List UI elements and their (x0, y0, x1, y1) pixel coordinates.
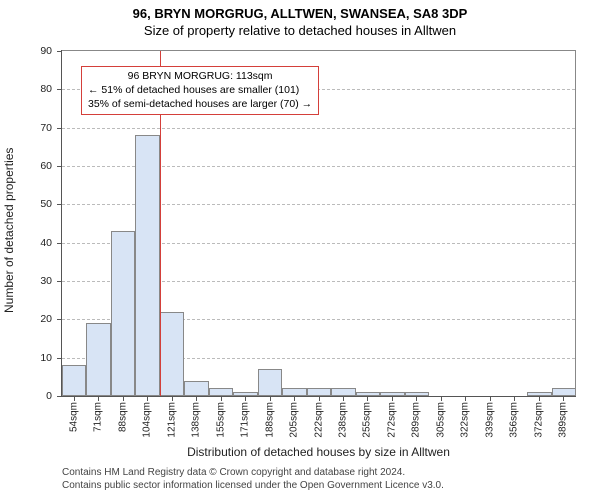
x-tick-mark (539, 396, 540, 401)
x-axis-label: Distribution of detached houses by size … (187, 445, 450, 459)
x-tick-mark (74, 396, 75, 401)
histogram-bar (184, 381, 208, 396)
histogram-bar (160, 312, 184, 396)
annotation-line: 96 BRYN MORGRUG: 113sqm (88, 70, 312, 84)
y-tick-label: 60 (40, 160, 52, 172)
x-tick-mark (367, 396, 368, 401)
histogram-bar (258, 369, 282, 396)
page-title-address: 96, BRYN MORGRUG, ALLTWEN, SWANSEA, SA8 … (0, 0, 600, 21)
annotation-box: 96 BRYN MORGRUG: 113sqm← 51% of detached… (81, 66, 319, 115)
x-tick-mark (416, 396, 417, 401)
histogram-bar (356, 392, 380, 396)
x-tick-label: 372sqm (533, 402, 544, 438)
x-tick-mark (245, 396, 246, 401)
x-tick-label: 356sqm (509, 402, 520, 438)
x-tick-mark (319, 396, 320, 401)
histogram-bar (307, 388, 331, 396)
y-tick-mark (57, 51, 62, 52)
x-tick-mark (98, 396, 99, 401)
y-tick-label: 20 (40, 313, 52, 325)
x-tick-mark (514, 396, 515, 401)
x-tick-label: 322sqm (460, 402, 471, 438)
histogram-bar (331, 388, 355, 396)
y-tick-mark (57, 358, 62, 359)
x-tick-label: 389sqm (558, 402, 569, 438)
x-tick-mark (196, 396, 197, 401)
histogram-bar (233, 392, 257, 396)
y-tick-label: 90 (40, 45, 52, 57)
y-tick-label: 70 (40, 122, 52, 134)
x-tick-label: 155sqm (215, 402, 226, 438)
x-tick-mark (392, 396, 393, 401)
x-tick-mark (123, 396, 124, 401)
y-tick-mark (57, 243, 62, 244)
histogram-bar (62, 365, 86, 396)
y-tick-mark (57, 166, 62, 167)
x-tick-label: 138sqm (191, 402, 202, 438)
x-tick-label: 222sqm (313, 402, 324, 438)
y-axis-label: Number of detached properties (2, 147, 16, 312)
x-tick-mark (343, 396, 344, 401)
histogram-bar (135, 135, 159, 396)
x-tick-label: 171sqm (240, 402, 251, 438)
x-tick-label: 289sqm (411, 402, 422, 438)
x-tick-label: 188sqm (264, 402, 275, 438)
attribution-line-2: Contains public sector information licen… (62, 480, 444, 493)
x-tick-label: 339sqm (484, 402, 495, 438)
attribution-text: Contains HM Land Registry data © Crown c… (62, 467, 444, 492)
x-tick-mark (490, 396, 491, 401)
x-tick-label: 272sqm (386, 402, 397, 438)
y-tick-mark (57, 89, 62, 90)
histogram-bar (552, 388, 576, 396)
histogram-bar (209, 388, 233, 396)
x-tick-mark (441, 396, 442, 401)
y-tick-label: 30 (40, 275, 52, 287)
x-tick-label: 54sqm (68, 402, 79, 432)
x-tick-mark (563, 396, 564, 401)
histogram-plot-area: 010203040506070809054sqm71sqm88sqm104sqm… (62, 50, 576, 396)
y-tick-mark (57, 396, 62, 397)
y-tick-mark (57, 128, 62, 129)
y-tick-label: 80 (40, 83, 52, 95)
x-tick-mark (294, 396, 295, 401)
histogram-bar (111, 231, 135, 396)
annotation-line: 35% of semi-detached houses are larger (… (88, 98, 312, 112)
x-tick-label: 121sqm (166, 402, 177, 438)
histogram-bar (527, 392, 551, 396)
y-tick-label: 40 (40, 237, 52, 249)
x-tick-mark (270, 396, 271, 401)
x-tick-mark (172, 396, 173, 401)
x-tick-label: 71sqm (93, 402, 104, 432)
x-tick-mark (465, 396, 466, 401)
y-tick-mark (57, 204, 62, 205)
y-tick-label: 10 (40, 352, 52, 364)
annotation-line: ← 51% of detached houses are smaller (10… (88, 84, 312, 98)
x-tick-label: 104sqm (142, 402, 153, 438)
x-tick-mark (147, 396, 148, 401)
gridline (62, 128, 575, 129)
y-tick-mark (57, 319, 62, 320)
page-subtitle: Size of property relative to detached ho… (0, 21, 600, 42)
histogram-bar (380, 392, 404, 396)
y-tick-label: 0 (46, 390, 52, 402)
histogram-bar (282, 388, 306, 396)
x-tick-label: 88sqm (117, 402, 128, 432)
histogram-bar (405, 392, 429, 396)
attribution-line-1: Contains HM Land Registry data © Crown c… (62, 467, 444, 480)
x-tick-label: 205sqm (289, 402, 300, 438)
x-tick-label: 305sqm (435, 402, 446, 438)
x-tick-label: 238sqm (337, 402, 348, 438)
x-tick-mark (221, 396, 222, 401)
x-tick-label: 255sqm (362, 402, 373, 438)
histogram-bar (86, 323, 110, 396)
y-tick-mark (57, 281, 62, 282)
y-tick-label: 50 (40, 198, 52, 210)
